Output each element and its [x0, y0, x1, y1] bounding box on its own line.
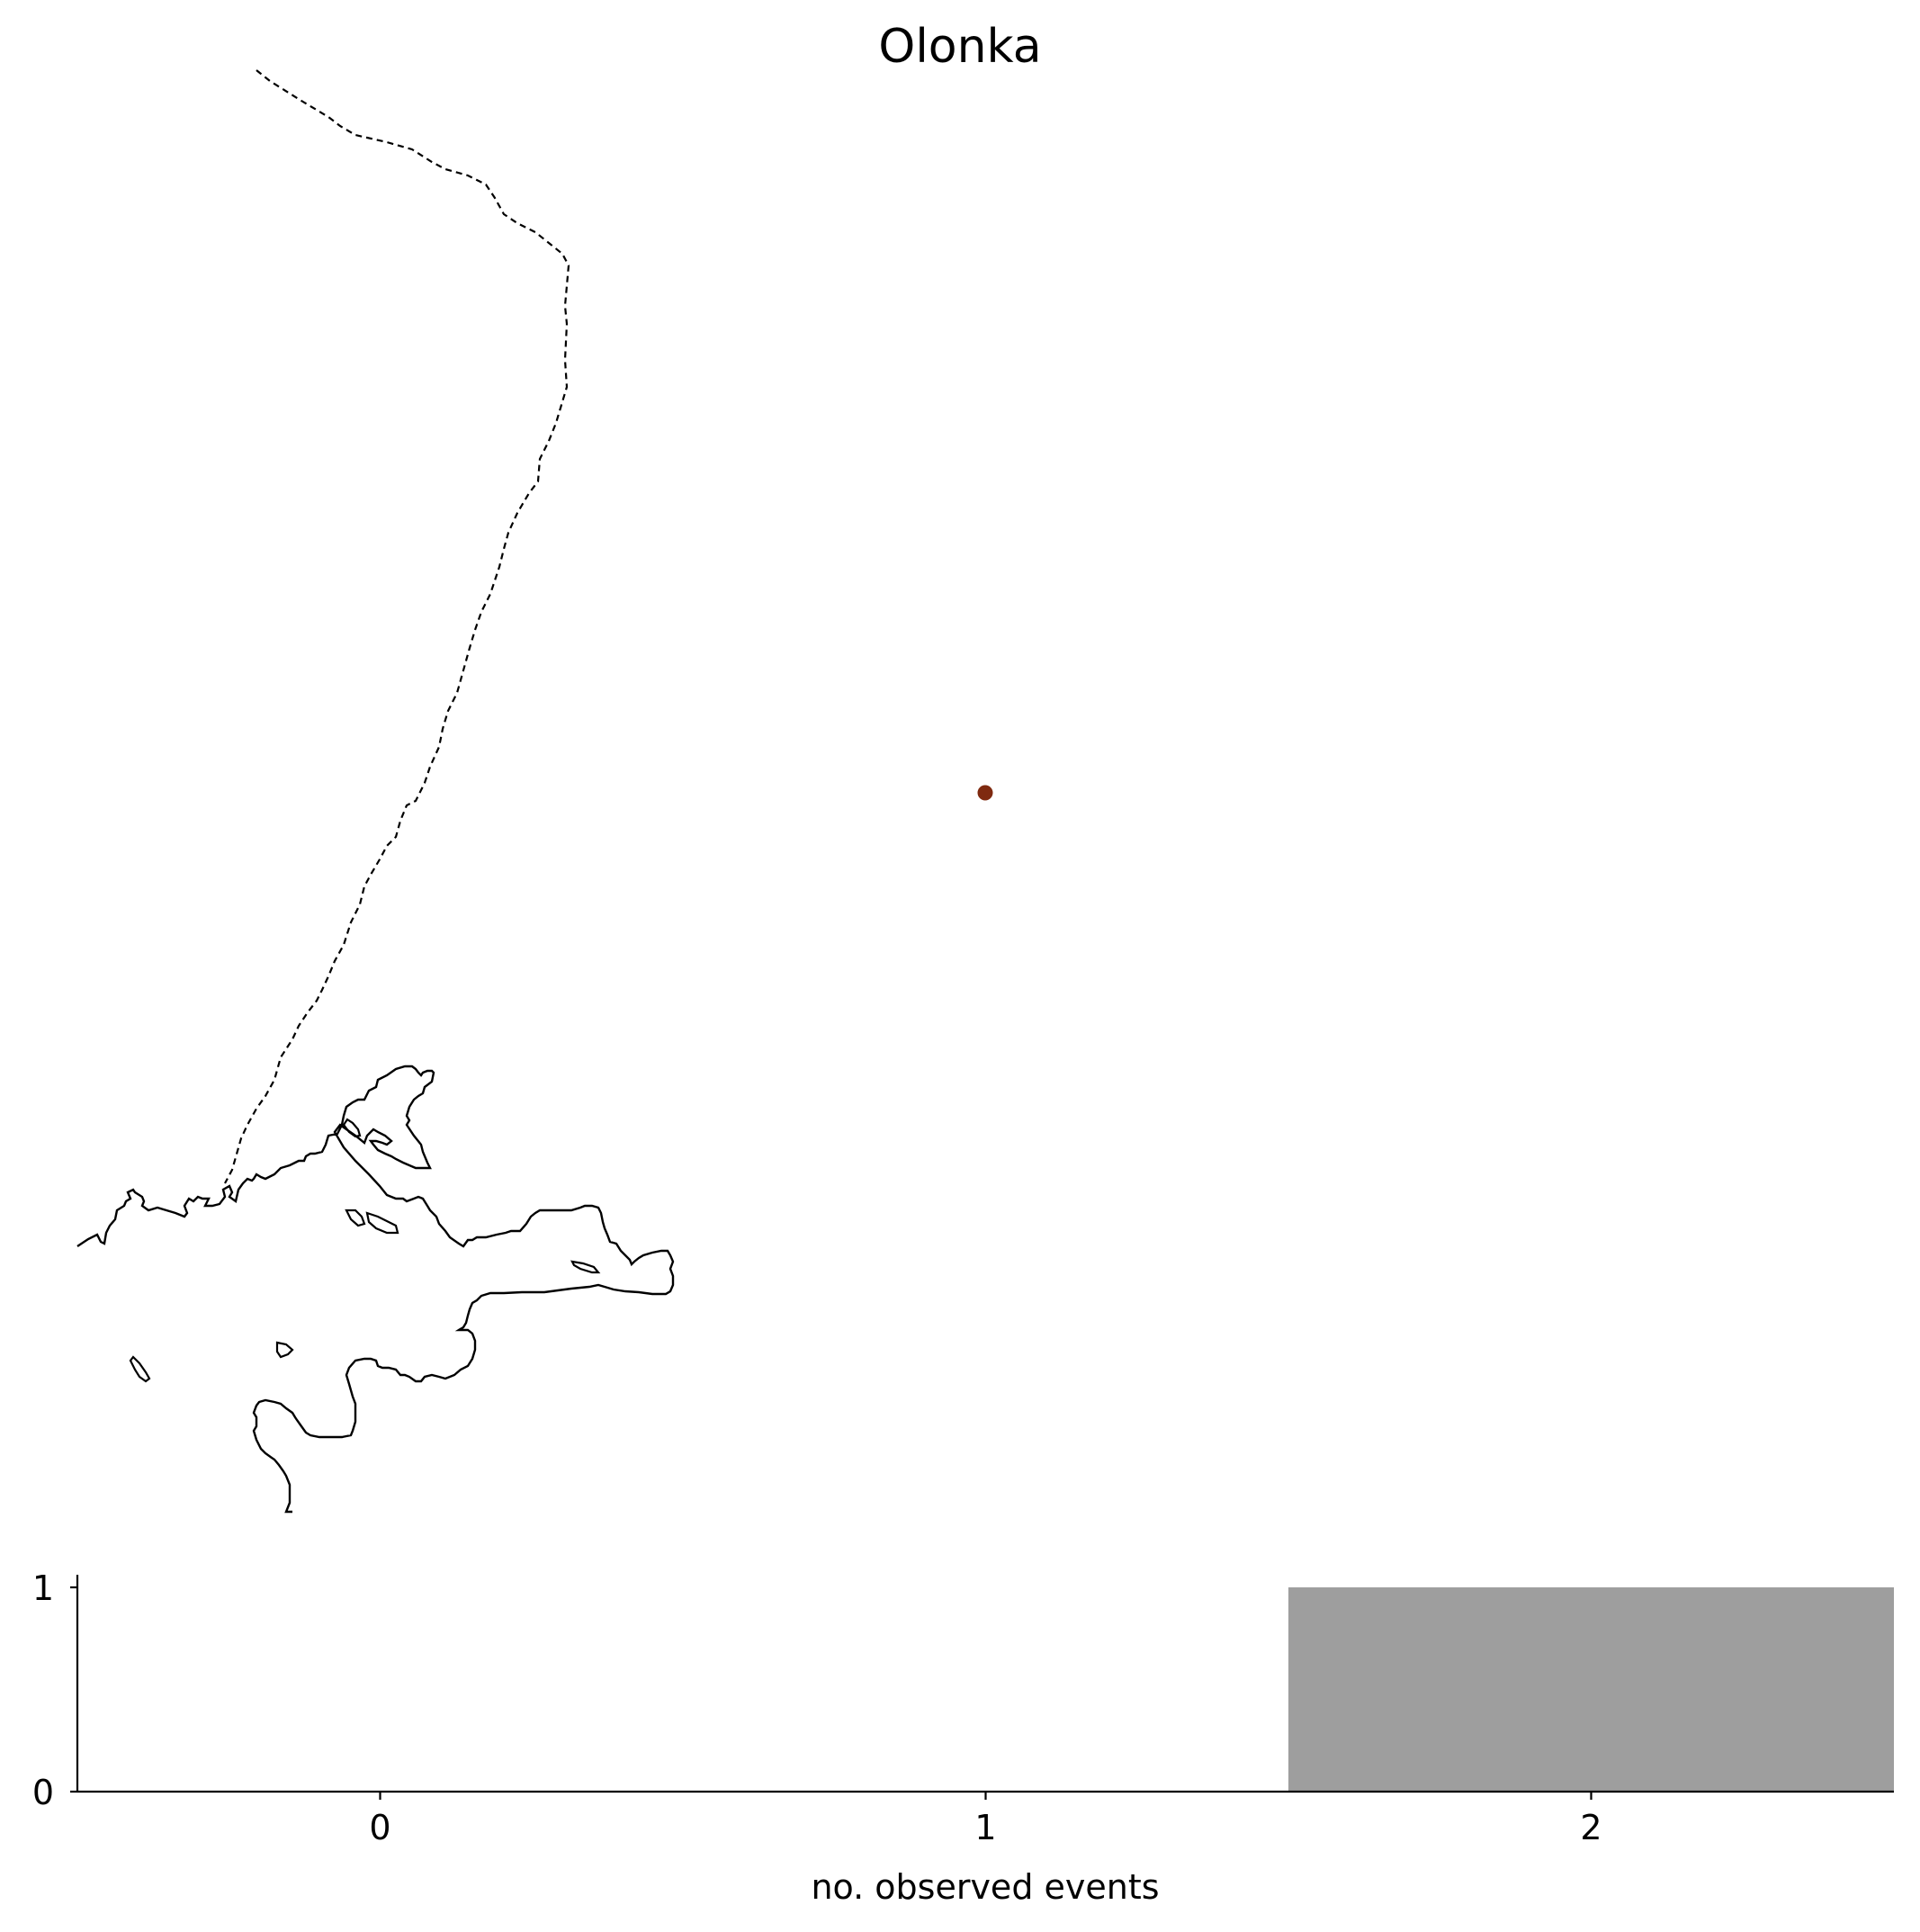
map-title: Olonka	[878, 20, 1042, 74]
histogram-bar-2	[1288, 1587, 1894, 1792]
boundary-line	[224, 69, 570, 1184]
y-tick-label-0: 0	[32, 1773, 54, 1812]
x-ticks-layer: 0 1 2	[369, 1792, 1602, 1847]
x-tick-label-0: 0	[369, 1808, 390, 1847]
island-6	[275, 1341, 294, 1359]
island-3	[365, 1211, 399, 1235]
x-axis-label: no. observed events	[811, 1867, 1159, 1907]
map-panel	[76, 69, 993, 1514]
location-marker	[977, 785, 993, 801]
x-tick-label-2: 2	[1580, 1808, 1601, 1847]
island-5	[129, 1355, 151, 1383]
coastline-main	[76, 1065, 675, 1514]
x-tick-label-1: 1	[974, 1808, 996, 1847]
histogram-panel: 1 0 0 1 2 no. observed events	[32, 1568, 1894, 1907]
island-4	[570, 1260, 601, 1274]
island-1	[342, 1118, 362, 1138]
y-tick-label-1: 1	[32, 1568, 54, 1608]
island-2	[345, 1209, 366, 1227]
bars-layer	[1288, 1587, 1894, 1792]
